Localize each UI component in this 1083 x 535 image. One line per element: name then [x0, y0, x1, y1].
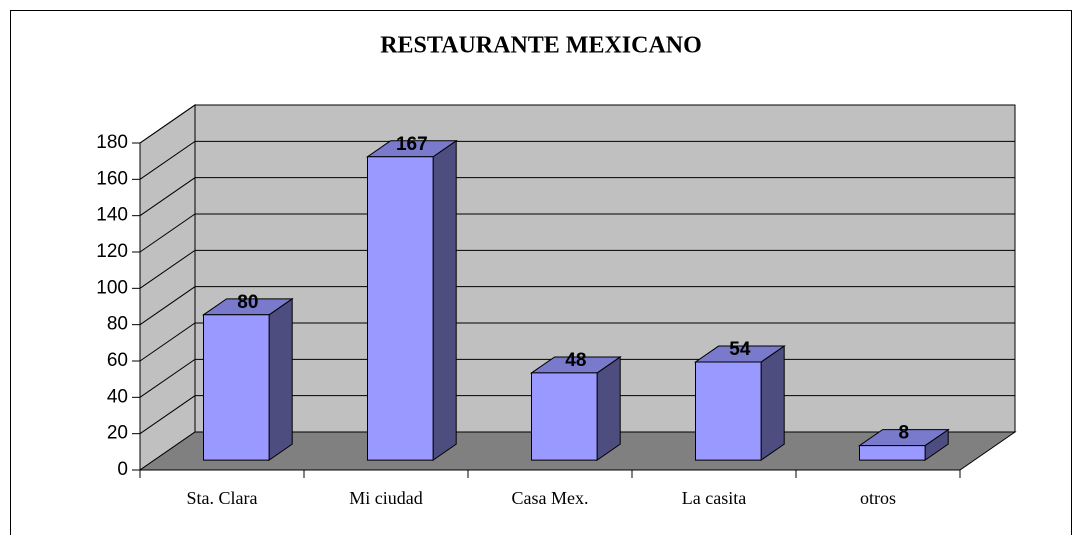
grid-line: [139, 104, 1015, 144]
y-tick-label: 120: [96, 241, 128, 262]
value-label: 54: [729, 339, 751, 360]
x-tick-label: Mi ciudad: [349, 488, 423, 508]
bar: [531, 372, 598, 461]
value-label: 80: [237, 292, 258, 313]
y-tick-label: 60: [107, 350, 128, 371]
bar-side: [268, 297, 293, 462]
y-tick-label: 100: [96, 277, 128, 298]
bar-side: [596, 356, 621, 462]
grid-line: [139, 322, 1015, 362]
bar-side: [760, 345, 785, 462]
x-tick-label: otros: [860, 488, 896, 508]
y-tick-label: 0: [117, 459, 128, 480]
grid-line: [139, 140, 1015, 180]
y-tick-label: 140: [96, 205, 128, 226]
value-label: 48: [565, 350, 586, 371]
bar-side: [432, 139, 457, 462]
chart-title: RESTAURANTE MEXICANO: [380, 33, 702, 59]
x-tick-label: Casa Mex.: [512, 488, 589, 508]
bar: [859, 445, 926, 461]
y-tick-label: 160: [96, 168, 128, 189]
grid-line: [139, 213, 1015, 253]
grid-line: [139, 286, 1015, 326]
y-tick-label: 80: [107, 314, 128, 335]
bar: [695, 361, 762, 461]
y-tick-label: 40: [107, 386, 128, 407]
y-tick-label: 20: [107, 423, 128, 444]
grid-line: [139, 177, 1015, 217]
grid-line: [139, 249, 1015, 289]
x-tick-label: Sta. Clara: [187, 488, 258, 508]
bar: [367, 156, 434, 461]
x-tick-label: La casita: [682, 488, 746, 508]
value-label: 8: [899, 423, 910, 444]
value-label: 167: [396, 134, 428, 155]
y-tick-label: 180: [96, 132, 128, 153]
bar: [203, 314, 270, 461]
